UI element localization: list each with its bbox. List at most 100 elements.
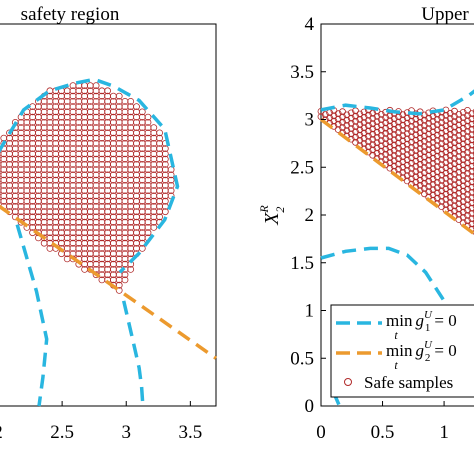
safe-sample-point [403, 161, 411, 169]
safe-sample-point [369, 130, 377, 138]
safe-sample-point [438, 171, 446, 179]
safe-sample-point [433, 152, 441, 160]
safe-sample-point [360, 113, 368, 121]
safe-sample-point [446, 199, 454, 206]
safe-sample-point [433, 189, 441, 197]
safe-sample-point [455, 189, 463, 197]
safe-sample-point [438, 187, 446, 195]
safe-sample-point [425, 135, 433, 143]
safe-sample-point [408, 123, 415, 130]
safe-sample-point [459, 187, 467, 195]
safe-sample-point [429, 138, 437, 146]
safe-sample-point [167, 181, 175, 189]
safe-sample-point [446, 204, 454, 212]
safe-sample-point [167, 187, 175, 195]
safe-sample-point [334, 120, 342, 128]
safe-sample-point [425, 125, 433, 133]
safe-sample-point [390, 146, 398, 154]
safe-sample-point [429, 180, 437, 188]
safe-sample-point [373, 113, 381, 120]
safe-sample-point [438, 119, 446, 126]
right-chart-panel: Upper 00.511.522.533.54 0 0.5 1 X2R [257, 4, 474, 443]
right-chart-title: Upper [421, 4, 469, 25]
safe-sample-point [472, 219, 474, 225]
safe-sample-point [472, 119, 474, 125]
legend-entry-g1: min gU 1 = 0 t [336, 309, 457, 342]
safe-sample-point [167, 171, 175, 179]
safe-sample-point [408, 175, 415, 183]
safe-sample-point [412, 141, 420, 149]
safe-sample-point [382, 119, 390, 127]
safe-sample-point [408, 154, 415, 162]
safe-sample-point [373, 128, 381, 136]
safe-sample-point [464, 201, 471, 209]
safe-sample-point [382, 129, 390, 137]
safe-sample-point [425, 146, 433, 154]
safe-sample-point [438, 197, 446, 205]
x-tick-label: 3 [121, 422, 131, 443]
safe-sample-point [459, 208, 467, 216]
safe-sample-point [472, 182, 474, 188]
safe-sample-point [343, 116, 351, 124]
safe-sample-point [472, 213, 474, 220]
safe-sample-point [464, 122, 471, 130]
safe-sample-point [390, 136, 398, 144]
left-curves [0, 77, 218, 407]
safe-sample-point [429, 133, 437, 141]
right-x-ticks: 0 0.5 1 [316, 401, 449, 443]
safe-sample-point [382, 156, 390, 164]
safe-sample-point [451, 149, 458, 157]
safe-sample-point [433, 168, 441, 176]
safe-sample-point [468, 131, 474, 138]
safe-sample-point [433, 173, 441, 181]
safe-sample-point [369, 120, 377, 128]
safe-sample-point [451, 207, 458, 215]
safe-sample-point [472, 156, 474, 162]
safe-sample-point [455, 153, 463, 160]
safe-sample-point [472, 129, 474, 136]
safe-sample-point [161, 145, 169, 153]
safe-sample-point [395, 123, 402, 131]
safe-sample-point [420, 185, 428, 192]
safe-sample-point [403, 156, 411, 164]
safe-sample-point [373, 149, 381, 157]
safe-sample-point [420, 164, 428, 171]
g1-boundary-curve [320, 89, 474, 116]
safe-sample-point [330, 112, 338, 120]
safe-sample-point [468, 183, 474, 191]
safe-sample-point [161, 155, 169, 163]
safe-sample-point [455, 179, 463, 187]
safe-sample-point [425, 151, 433, 159]
safe-sample-point [459, 192, 467, 200]
safe-sample-point [472, 145, 474, 151]
safe-sample-point [438, 124, 446, 132]
safe-sample-point [416, 124, 424, 131]
safe-sample-point [446, 193, 454, 201]
safe-sample-point [459, 213, 467, 221]
safe-sample-point [334, 110, 342, 118]
legend-entry-g2: min gU 2 = 0 t [336, 339, 457, 372]
safe-sample-point [334, 115, 342, 123]
x-tick-label: 2 [0, 422, 3, 443]
safe-sample-point [364, 122, 372, 130]
safe-sample-point [360, 119, 368, 126]
safe-sample-point [451, 113, 458, 120]
safe-sample-point [399, 168, 407, 176]
safe-sample-point [464, 112, 471, 119]
safe-sample-point [464, 133, 471, 141]
safe-sample-point [352, 128, 359, 136]
safe-sample-point [438, 140, 446, 148]
safe-sample-point [472, 177, 474, 183]
safe-sample-point [127, 98, 135, 105]
safe-sample-point [451, 202, 458, 210]
safe-sample-point [464, 217, 471, 225]
safe-sample-point [446, 115, 454, 122]
safe-sample-point [382, 145, 390, 153]
safe-sample-point [412, 173, 420, 181]
safe-sample-point [468, 167, 474, 175]
legend-sub-g2: t [394, 358, 398, 372]
safe-sample-point [369, 146, 377, 154]
safe-sample-point [438, 150, 446, 158]
safe-sample-point [459, 145, 467, 153]
safe-sample-point [156, 129, 164, 137]
